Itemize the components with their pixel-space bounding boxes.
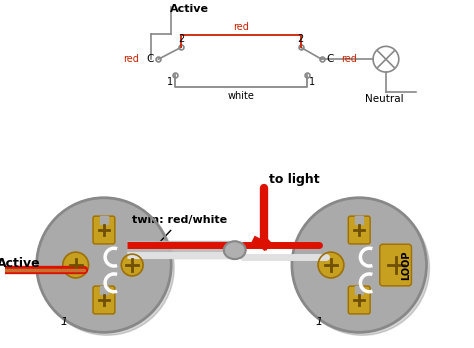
- Text: 1: 1: [60, 317, 67, 327]
- Text: red: red: [341, 54, 357, 64]
- Circle shape: [318, 252, 344, 278]
- Text: LOOP: LOOP: [401, 250, 411, 280]
- Circle shape: [36, 198, 171, 332]
- Text: Active: Active: [0, 256, 41, 270]
- Bar: [100, 286, 108, 294]
- Text: 2: 2: [298, 34, 304, 45]
- FancyBboxPatch shape: [380, 244, 411, 286]
- Text: 1: 1: [315, 317, 322, 327]
- Circle shape: [292, 198, 427, 332]
- FancyBboxPatch shape: [348, 286, 370, 314]
- FancyBboxPatch shape: [93, 216, 115, 244]
- Text: to light: to light: [269, 173, 320, 186]
- Bar: [355, 286, 363, 294]
- Text: red: red: [233, 22, 249, 32]
- Text: Active: Active: [170, 4, 209, 14]
- Text: 1: 1: [167, 77, 173, 87]
- Circle shape: [40, 201, 174, 335]
- Bar: [100, 216, 108, 224]
- Circle shape: [121, 254, 143, 276]
- Text: C: C: [327, 54, 334, 64]
- Text: white: white: [228, 91, 255, 101]
- Text: 2: 2: [178, 34, 184, 45]
- Text: C: C: [146, 54, 154, 64]
- Text: red: red: [123, 54, 138, 64]
- Circle shape: [295, 201, 429, 335]
- Text: twin: red/white: twin: red/white: [132, 215, 228, 247]
- Text: Neutral: Neutral: [365, 94, 403, 104]
- FancyBboxPatch shape: [348, 216, 370, 244]
- Circle shape: [63, 252, 89, 278]
- Ellipse shape: [224, 241, 246, 259]
- Bar: [355, 216, 363, 224]
- Text: 1: 1: [309, 77, 315, 87]
- FancyBboxPatch shape: [93, 286, 115, 314]
